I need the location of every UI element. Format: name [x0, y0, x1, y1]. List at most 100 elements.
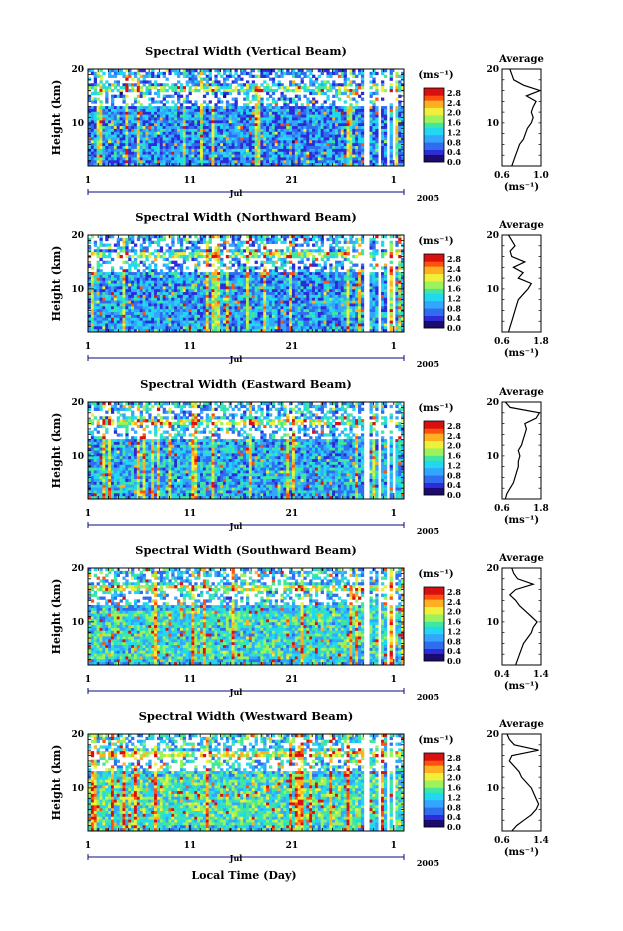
heatmap-cell — [139, 277, 143, 282]
heatmap-cell — [125, 289, 129, 293]
heatmap-cell — [211, 314, 215, 319]
heatmap-cell — [237, 292, 241, 296]
heatmap-cell — [306, 146, 310, 150]
heatmap-cell — [395, 154, 399, 158]
heatmap-cell — [369, 140, 373, 144]
heatmap-cell — [251, 289, 256, 293]
heatmap-cell — [248, 326, 253, 330]
heatmap-cell — [398, 151, 402, 155]
heatmap-cell — [88, 289, 92, 293]
heatmap-cell — [154, 108, 158, 113]
heatmap-cell — [88, 240, 92, 244]
heatmap-cell — [116, 137, 120, 141]
heatmap-cell — [234, 108, 238, 113]
heatmap-cell — [119, 126, 123, 130]
heatmap-cell — [113, 300, 118, 304]
heatmap-cell — [277, 163, 281, 167]
heatmap-cell — [142, 289, 146, 293]
heatmap-cell — [113, 317, 118, 321]
heatmap-cell — [355, 103, 359, 107]
heatmap-cell — [88, 123, 92, 127]
heatmap-cell — [136, 140, 141, 144]
heatmap-cell — [133, 88, 138, 93]
heatmap-cell — [208, 309, 212, 313]
heatmap-cell — [131, 140, 135, 144]
heatmap-cell — [131, 71, 135, 76]
heatmap-cell — [113, 320, 118, 324]
heatmap-cell — [113, 108, 118, 113]
heatmap-cell — [243, 137, 247, 141]
heatmap-cell — [274, 143, 278, 147]
heatmap-cell — [234, 103, 238, 107]
heatmap-cell — [191, 80, 195, 84]
heatmap-cell — [369, 131, 373, 136]
heatmap-cell — [108, 134, 112, 138]
heatmap-cell — [398, 100, 402, 104]
heatmap-cell — [297, 148, 301, 153]
heatmap-cell — [191, 151, 195, 155]
heatmap-cell — [177, 266, 181, 270]
heatmap-cell — [243, 292, 247, 296]
heatmap-cell — [283, 123, 287, 127]
heatmap-cell — [286, 69, 290, 73]
heatmap-cell — [159, 294, 164, 299]
heatmap-cell — [200, 329, 204, 333]
heatmap-cell — [202, 320, 207, 324]
heatmap-cell — [254, 314, 258, 319]
heatmap-cell — [260, 71, 264, 76]
heatmap-cell — [96, 154, 100, 158]
heatmap-cell — [246, 71, 250, 76]
heatmap-cell — [309, 88, 313, 93]
heatmap-cell — [182, 303, 187, 307]
heatmap-cell — [332, 100, 336, 104]
heatmap-cell — [171, 88, 175, 93]
heatmap-cell — [159, 309, 164, 313]
heatmap-cell — [156, 317, 161, 321]
heatmap-cell — [202, 329, 207, 333]
heatmap-cell — [246, 254, 250, 259]
heatmap-cell — [314, 106, 319, 110]
heatmap-cell — [165, 100, 169, 104]
heatmap-cell — [99, 154, 103, 158]
heatmap-cell — [205, 151, 210, 155]
heatmap-cell — [90, 306, 95, 310]
heatmap-cell — [251, 283, 256, 287]
heatmap-cell — [162, 323, 166, 327]
heatmap-cell — [194, 140, 198, 144]
heatmap-cell — [136, 269, 141, 273]
heatmap-cell — [148, 277, 152, 282]
colorbar-segment — [424, 92, 444, 96]
heatmap-cell — [99, 143, 103, 147]
heatmap-cell — [381, 140, 385, 144]
heatmap-cell — [133, 154, 138, 158]
heatmap-cell — [395, 126, 399, 130]
heatmap-cell — [234, 312, 238, 316]
heatmap-cell — [343, 77, 347, 81]
heatmap-cell — [263, 289, 267, 293]
heatmap-cell — [174, 151, 178, 155]
heatmap-cell — [381, 83, 385, 87]
heatmap-cell — [105, 151, 109, 155]
heatmap-cell — [312, 111, 316, 116]
heatmap-cell — [294, 140, 299, 144]
heatmap-cell — [171, 317, 175, 321]
heatmap-cell — [139, 254, 143, 259]
heatmap-cell — [343, 117, 347, 121]
heatmap-cell — [223, 114, 227, 118]
heatmap-cell — [162, 103, 166, 107]
heatmap-cell — [90, 294, 95, 299]
heatmap-cell — [128, 148, 132, 153]
heatmap-cell — [154, 157, 158, 161]
heatmap-cell — [131, 106, 135, 110]
heatmap-cell — [266, 71, 270, 76]
heatmap-cell — [303, 86, 307, 90]
heatmap-cell — [266, 249, 270, 253]
heatmap-cell — [231, 114, 235, 118]
heatmap-cell — [274, 252, 278, 256]
heatmap-cell — [165, 329, 169, 333]
heatmap-cell — [128, 294, 132, 299]
heatmap-cell — [223, 263, 227, 267]
heatmap-cell — [154, 143, 158, 147]
heatmap-cell — [185, 146, 189, 150]
heatmap-cell — [340, 74, 345, 78]
